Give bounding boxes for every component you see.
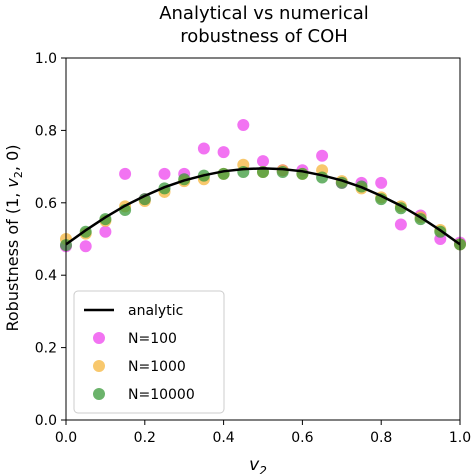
data-point	[119, 167, 132, 180]
y-tick-label: 0.8	[35, 123, 57, 139]
data-point	[375, 176, 388, 189]
y-tick-label: 0.4	[35, 268, 57, 284]
legend-swatch-marker	[93, 332, 105, 344]
data-point	[217, 146, 230, 159]
legend-label: analytic	[128, 303, 183, 319]
data-point	[237, 118, 250, 131]
y-tick-label: 0.6	[35, 196, 57, 212]
legend-label: N=100	[128, 331, 177, 347]
chart-title-line-2: robustness of COH	[180, 26, 348, 47]
x-tick-label: 0.6	[291, 430, 313, 446]
legend-label: N=1000	[128, 359, 186, 375]
x-tick-label: 0.2	[134, 430, 156, 446]
plot-frame	[65, 57, 461, 421]
series-n-100	[60, 118, 466, 253]
x-tick-label: 1.0	[449, 430, 471, 446]
y-axis-label: Robustness of (1, v2, 0)	[3, 145, 25, 332]
plot-area	[60, 118, 466, 253]
legend-swatch-marker	[93, 388, 105, 400]
x-tick-label: 0.4	[212, 430, 234, 446]
data-point	[394, 218, 407, 231]
x-axis-label: v2	[249, 455, 267, 474]
data-point	[197, 142, 210, 155]
chart-title-line-1: Analytical vs numerical	[159, 3, 369, 24]
data-point	[99, 225, 112, 238]
legend-swatch-marker	[93, 360, 105, 372]
legend-box	[73, 290, 225, 414]
y-tick-label: 1.0	[35, 51, 57, 67]
x-tick-label: 0.0	[55, 430, 77, 446]
x-axis-label-subscript: 2	[259, 464, 267, 474]
chart-title: Analytical vs numerical robustness of CO…	[159, 3, 369, 47]
y-tick-label: 0.0	[35, 413, 57, 429]
x-tick-label: 0.8	[370, 430, 392, 446]
data-point	[257, 155, 269, 168]
data-point	[316, 149, 329, 162]
data-point	[158, 167, 171, 180]
analytic-line	[65, 167, 461, 246]
data-point	[79, 240, 92, 253]
legend: analytic N=100 N=1000 N=10000	[73, 290, 225, 414]
axes: 0.0 0.2 0.4 0.6 0.8 1.0 0.0 0.2 0.4 0.6 0.8 1.0	[35, 51, 471, 446]
legend-label: N=10000	[128, 387, 195, 403]
y-tick-label: 0.2	[35, 341, 57, 357]
